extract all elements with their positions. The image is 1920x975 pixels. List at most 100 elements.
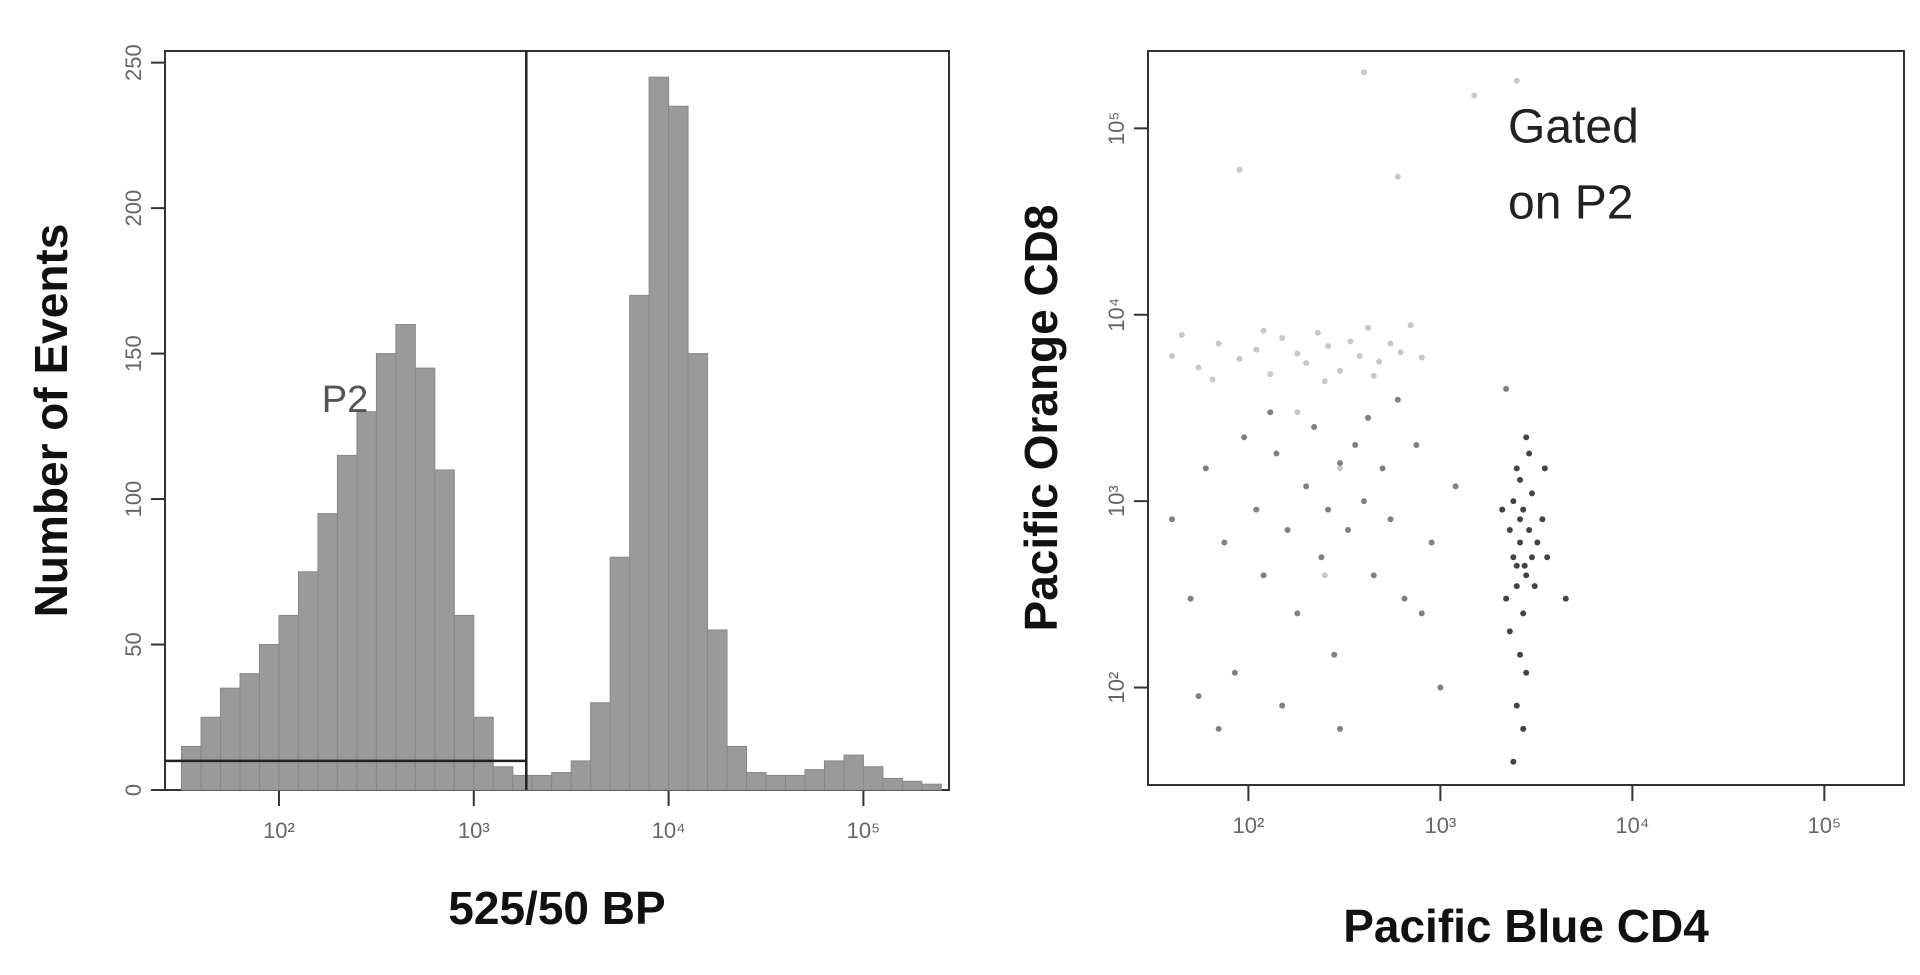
point [1517,651,1524,658]
histogram-bar [570,760,592,791]
y-tick-label: 10² [1104,672,1129,704]
point [1513,583,1520,590]
point [1236,355,1243,362]
histogram-bar [726,745,748,791]
point [1336,465,1343,472]
y-tick-label: 200 [121,190,146,227]
point [1513,77,1520,84]
point [1209,376,1216,383]
histogram-bar [862,766,884,791]
annotation: Gated [1508,101,1639,154]
histogram-bar [336,454,358,791]
point [1168,516,1175,523]
histogram-bar [687,353,709,791]
x-tick-label: 10⁴ [652,818,686,843]
point [1510,498,1517,505]
point [1303,483,1310,490]
point [1520,610,1527,617]
x-tick-label: 10⁵ [847,818,881,843]
point [1215,340,1222,347]
annotation: on P2 [1508,177,1633,230]
point [1347,338,1354,345]
point [1325,342,1332,349]
point [1321,378,1328,385]
point [1352,442,1359,449]
point [1510,554,1517,561]
histogram-bar [414,367,436,791]
point [1506,628,1513,635]
point [1517,476,1524,483]
point [1253,506,1260,513]
point [1418,354,1425,361]
point [1178,331,1185,338]
y-tick-label: 10³ [1104,485,1129,517]
histogram-bar [921,783,942,791]
point [1360,69,1367,76]
histogram-bar [746,772,767,791]
histogram-bar [765,774,786,791]
point [1273,450,1280,457]
histogram-bar [317,513,338,791]
point [1471,92,1478,99]
histogram-bar [375,353,397,791]
x-tick-label: 10² [263,818,295,843]
point [1517,516,1524,523]
point [1360,498,1367,505]
point [1503,595,1510,602]
y-axis-title: Pacific Orange CD8 [1015,205,1067,632]
histogram-bar [901,780,923,791]
x-tick-label: 10³ [1424,813,1456,838]
chart-panel: 10² 10³ 10⁴ 10⁵ 0 50 100 150 200 250 525/50 BP Numb… [25,44,950,934]
histogram-bar [823,760,845,791]
point [1528,490,1535,497]
histogram-bar [356,411,377,791]
point [1195,364,1202,371]
point [1562,595,1569,602]
x-tick-label: 10² [1232,813,1264,838]
histogram-bar [239,673,260,791]
y-tick-label: 50 [121,632,146,656]
point [1365,324,1372,331]
histogram-bar [590,702,611,791]
point [1437,684,1444,691]
point [1344,527,1351,534]
point [1499,506,1506,513]
plot-frame [1147,50,1905,786]
point [1544,554,1551,561]
point [1294,350,1301,357]
point [1267,371,1274,378]
y-tick-label: 10⁵ [1104,112,1129,146]
histogram-bar [843,754,864,791]
point [1294,409,1301,416]
point [1528,554,1535,561]
point [1260,327,1267,334]
point [1394,173,1401,180]
point [1221,539,1228,546]
point [1523,572,1530,579]
histogram-bar [434,469,455,791]
histogram-bar [278,614,299,791]
point [1413,442,1420,449]
point [1503,385,1510,392]
point [1284,527,1291,534]
point [1401,595,1408,602]
point [1267,409,1274,416]
histogram-bar [531,774,553,791]
histogram-bar [707,629,728,791]
point [1303,360,1310,367]
point [1370,572,1377,579]
y-tick-label: 250 [121,44,146,81]
histogram-bar [551,772,572,791]
x-axis-title: 525/50 BP [448,882,665,934]
point [1428,539,1435,546]
point [1331,651,1338,658]
histogram-bar [648,76,670,791]
histogram-bar [297,571,319,791]
point [1325,506,1332,513]
histogram-bar [609,556,631,791]
point [1168,353,1175,360]
point [1520,506,1527,513]
point [1336,460,1343,467]
point [1541,465,1548,472]
